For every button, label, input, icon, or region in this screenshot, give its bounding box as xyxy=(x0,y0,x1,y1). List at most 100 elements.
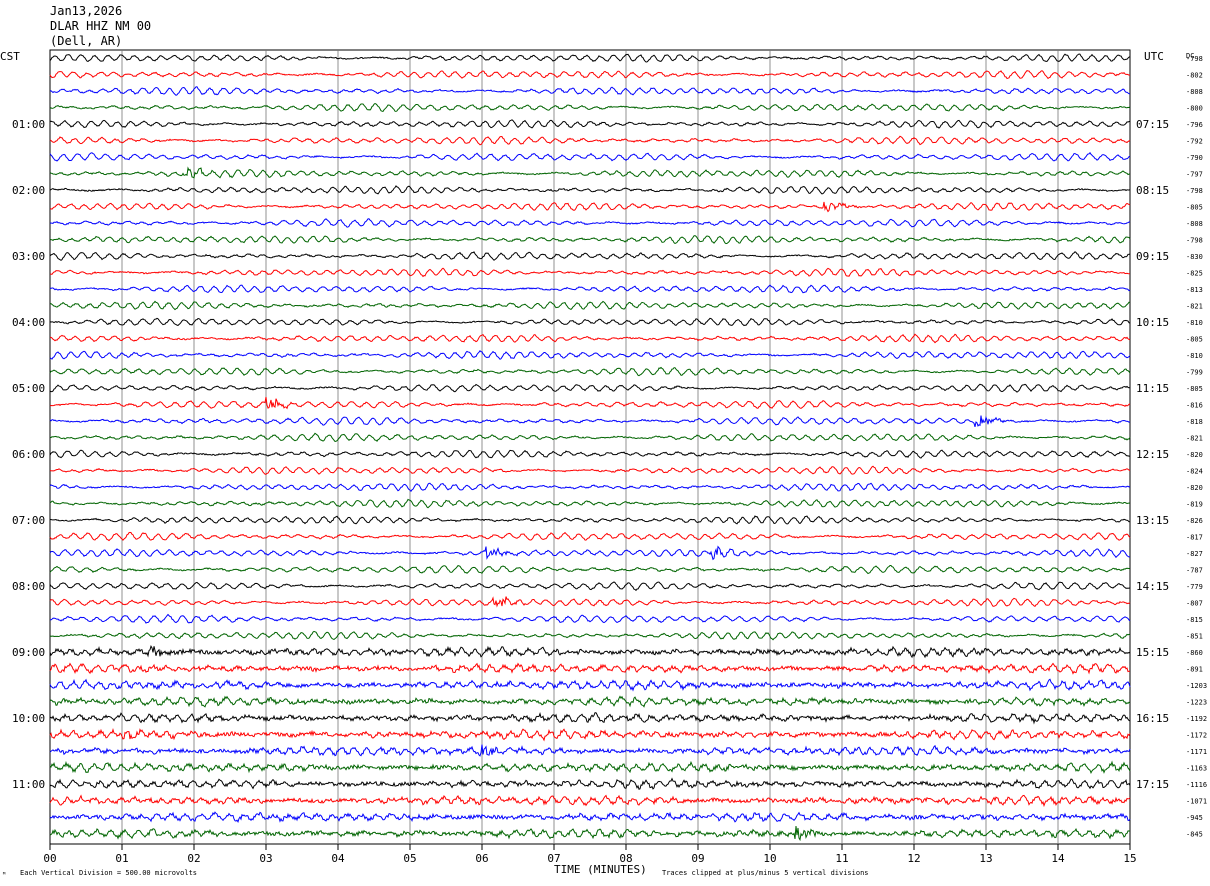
plot-frame xyxy=(49,49,1131,845)
left-hour-label: 02:00 xyxy=(12,184,45,197)
seismic-trace xyxy=(49,235,1131,245)
dc-offset-label: -815 xyxy=(1186,616,1203,624)
seismic-trace xyxy=(49,185,1131,195)
dc-offset-label: -1172 xyxy=(1186,732,1207,740)
dc-header: DC xyxy=(1186,52,1194,60)
right-hour-label: 15:15 xyxy=(1136,646,1169,659)
right-hour-label: 09:15 xyxy=(1136,250,1169,263)
header-date: Jan13,2026 xyxy=(50,4,123,18)
dc-offset-label: -821 xyxy=(1186,435,1203,443)
right-hour-label: 12:15 xyxy=(1136,448,1169,461)
x-tick-label: 05 xyxy=(403,852,416,865)
seismic-trace xyxy=(49,777,1131,790)
scale-note: Each Vertical Division = 500.00 microvol… xyxy=(20,869,197,877)
dc-offset-label: -945 xyxy=(1186,814,1203,822)
seismic-trace xyxy=(49,119,1131,129)
right-hour-label: 10:15 xyxy=(1136,316,1169,329)
dc-offset-label: -808 xyxy=(1186,88,1203,96)
x-tick-label: 01 xyxy=(115,852,128,865)
seismic-trace xyxy=(49,317,1131,327)
left-hour-label: 10:00 xyxy=(12,712,45,725)
seismic-trace xyxy=(49,151,1131,162)
x-tick-label: 03 xyxy=(259,852,272,865)
x-tick-label: 02 xyxy=(187,852,200,865)
seismic-trace xyxy=(49,396,1131,410)
corner-mark: ᴹ xyxy=(2,871,6,879)
seismic-trace xyxy=(49,545,1131,561)
seismic-trace xyxy=(49,70,1130,80)
x-tick-label: 11 xyxy=(835,852,848,865)
dc-offset-label: -820 xyxy=(1186,451,1203,459)
seismic-trace xyxy=(49,465,1131,475)
dc-offset-label: -821 xyxy=(1186,303,1203,311)
dc-offset-label: -818 xyxy=(1186,418,1203,426)
seismic-trace xyxy=(49,300,1131,311)
dc-offset-label: -827 xyxy=(1186,550,1203,558)
dc-offset-label: -819 xyxy=(1186,501,1203,509)
dc-offset-label: -792 xyxy=(1186,138,1203,146)
x-tick-label: 15 xyxy=(1123,852,1136,865)
seismic-trace xyxy=(49,565,1131,575)
dc-offset-label: -779 xyxy=(1186,583,1203,591)
seismic-trace xyxy=(49,251,1131,261)
dc-offset-label: -1163 xyxy=(1186,765,1207,773)
left-hour-label: 01:00 xyxy=(12,118,45,131)
right-timezone-label: UTC xyxy=(1144,50,1164,63)
dc-offset-label: -797 xyxy=(1186,171,1203,179)
x-tick-label: 06 xyxy=(475,852,488,865)
x-axis-title: TIME (MINUTES) xyxy=(554,863,647,876)
seismic-trace xyxy=(49,415,1131,428)
right-hour-label: 08:15 xyxy=(1136,184,1169,197)
dc-offset-label: -805 xyxy=(1186,204,1203,212)
header-location: (Dell, AR) xyxy=(50,34,123,48)
dc-offset-label: -805 xyxy=(1186,336,1203,344)
seismic-trace xyxy=(49,662,1131,675)
dc-offset-label: -1223 xyxy=(1186,699,1207,707)
seismic-trace xyxy=(49,581,1131,592)
seismic-trace xyxy=(49,201,1131,213)
x-tick-label: 10 xyxy=(763,852,776,865)
dc-offset-label: -813 xyxy=(1186,286,1203,294)
right-hour-label: 07:15 xyxy=(1136,118,1169,131)
seismic-trace xyxy=(49,811,1131,823)
right-hour-label: 16:15 xyxy=(1136,712,1169,725)
right-hour-label: 13:15 xyxy=(1136,514,1169,527)
seismic-trace xyxy=(49,103,1131,112)
left-hour-label: 05:00 xyxy=(12,382,45,395)
seismic-trace xyxy=(49,449,1131,459)
x-tick-label: 07 xyxy=(547,852,560,865)
seismic-trace xyxy=(49,53,1131,63)
dc-offset-label: -808 xyxy=(1186,220,1203,228)
x-tick-label: 13 xyxy=(979,852,992,865)
seismic-trace xyxy=(49,350,1131,360)
dc-offset-label: -807 xyxy=(1186,600,1203,608)
left-hour-label: 09:00 xyxy=(12,646,45,659)
seismic-trace xyxy=(49,166,1131,179)
dc-offset-label: -820 xyxy=(1186,484,1203,492)
left-hour-label: 03:00 xyxy=(12,250,45,263)
dc-offset-label: -810 xyxy=(1186,352,1203,360)
dc-offset-label: -891 xyxy=(1186,666,1203,674)
dc-offset-label: -796 xyxy=(1186,121,1203,129)
dc-offset-label: -799 xyxy=(1186,369,1203,377)
left-hour-label: 11:00 xyxy=(12,778,45,791)
dc-offset-label: -845 xyxy=(1186,831,1203,839)
seismic-trace xyxy=(49,498,1131,509)
seismic-trace xyxy=(49,515,1131,525)
dc-offset-label: -1071 xyxy=(1186,798,1207,806)
seismic-trace xyxy=(49,135,1131,146)
left-hour-label: 06:00 xyxy=(12,448,45,461)
right-hour-label: 14:15 xyxy=(1136,580,1169,593)
x-tick-label: 08 xyxy=(619,852,632,865)
dc-offset-label: -800 xyxy=(1186,105,1203,113)
dc-offset-label: -826 xyxy=(1186,517,1203,525)
seismic-trace xyxy=(49,366,1131,377)
dc-offset-label: -810 xyxy=(1186,319,1203,327)
x-tick-label: 00 xyxy=(43,852,56,865)
dc-offset-label: -798 xyxy=(1186,55,1203,63)
left-timezone-label: CST xyxy=(0,50,20,63)
dc-offset-label: -817 xyxy=(1186,534,1203,542)
seismic-trace xyxy=(49,760,1131,775)
right-hour-label: 11:15 xyxy=(1136,382,1169,395)
